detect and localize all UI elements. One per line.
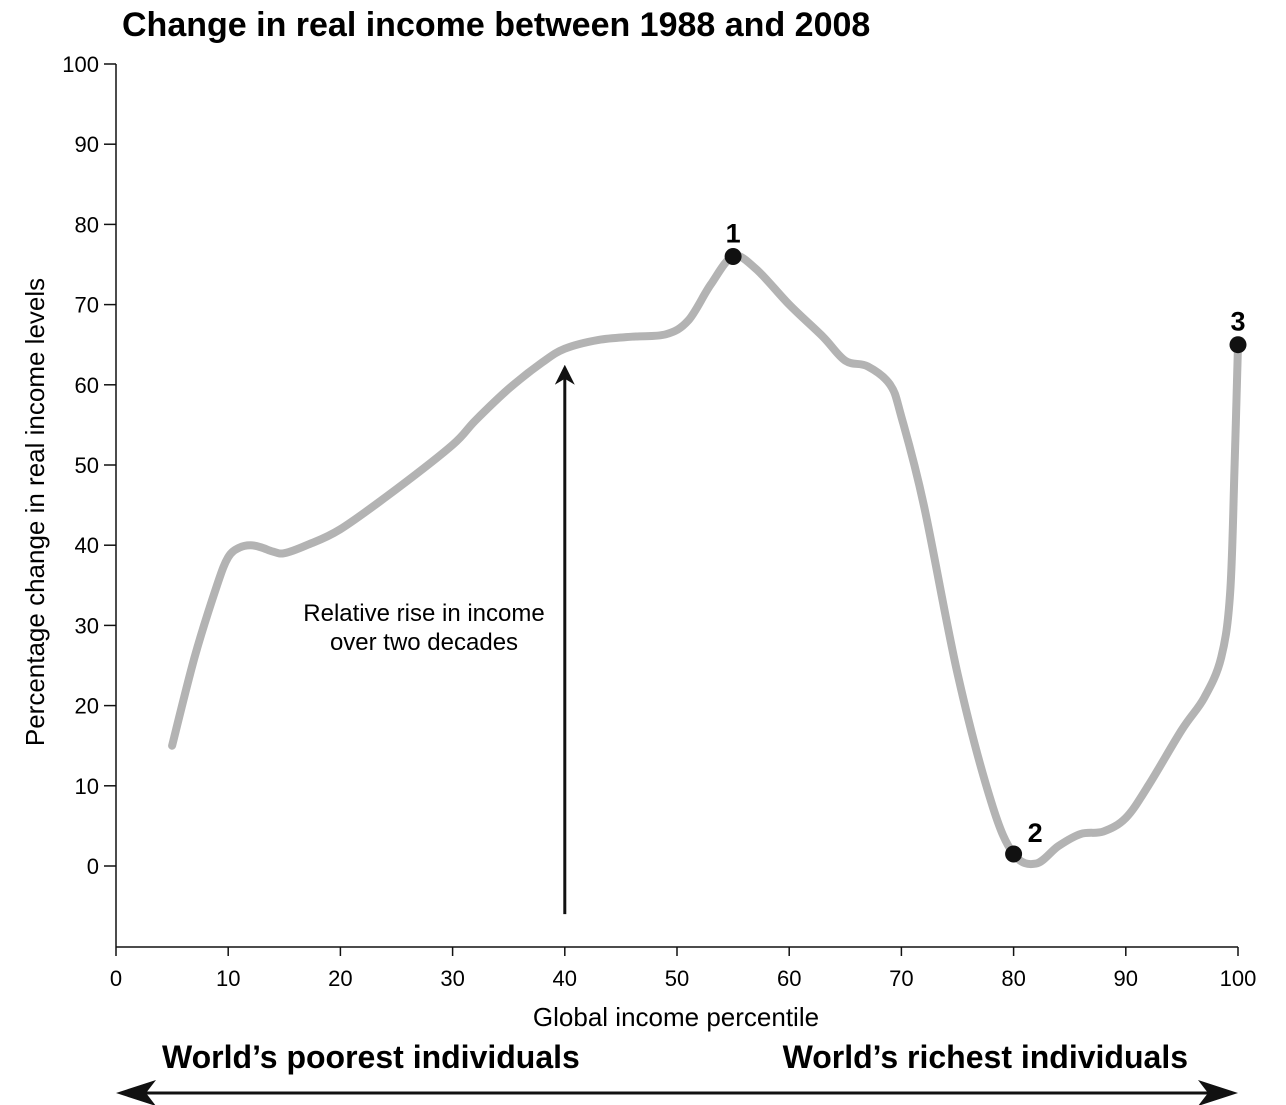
double-headed-arrow bbox=[116, 1080, 1238, 1105]
x-ticks: 0 10 20 30 40 50 60 70 80 90 100 bbox=[110, 947, 1256, 991]
x-tick-label: 40 bbox=[553, 966, 577, 991]
y-tick-label: 40 bbox=[75, 533, 99, 558]
y-tick-label: 0 bbox=[87, 854, 99, 879]
x-tick-label: 0 bbox=[110, 966, 122, 991]
x-tick-label: 10 bbox=[216, 966, 240, 991]
highlight-points: 1 2 3 bbox=[724, 218, 1247, 863]
point-3-label: 3 bbox=[1230, 307, 1245, 337]
y-tick-label: 50 bbox=[75, 453, 99, 478]
y-tick-label: 100 bbox=[62, 52, 99, 77]
x-axis-label: Global income percentile bbox=[533, 1002, 819, 1032]
x-tick-label: 70 bbox=[889, 966, 913, 991]
axes bbox=[115, 64, 1238, 948]
poorest-label: World’s poorest individuals bbox=[162, 1039, 580, 1075]
point-1-label: 1 bbox=[726, 218, 741, 248]
x-tick-label: 80 bbox=[1001, 966, 1025, 991]
x-tick-label: 90 bbox=[1114, 966, 1138, 991]
chart-title: Change in real income between 1988 and 2… bbox=[122, 6, 870, 44]
annotation-line-1: Relative rise in income bbox=[303, 600, 544, 627]
y-tick-label: 80 bbox=[75, 212, 99, 237]
y-axis-label: Percentage change in real income levels bbox=[20, 278, 50, 746]
arrow-head-left bbox=[116, 1080, 156, 1105]
y-tick-label: 10 bbox=[75, 774, 99, 799]
y-tick-label: 90 bbox=[75, 132, 99, 157]
y-tick-label: 70 bbox=[75, 293, 99, 318]
y-tick-label: 30 bbox=[75, 613, 99, 638]
point-1-marker bbox=[724, 247, 742, 265]
point-2-marker bbox=[1005, 845, 1023, 863]
point-2-label: 2 bbox=[1028, 818, 1043, 848]
x-tick-label: 50 bbox=[665, 966, 689, 991]
x-tick-label: 20 bbox=[328, 966, 352, 991]
x-tick-label: 60 bbox=[777, 966, 801, 991]
y-ticks: 0 10 20 30 40 50 60 70 80 90 100 bbox=[62, 52, 116, 879]
y-tick-label: 60 bbox=[75, 373, 99, 398]
y-tick-label: 20 bbox=[75, 694, 99, 719]
x-tick-label: 30 bbox=[440, 966, 464, 991]
arrow-head-right bbox=[1198, 1080, 1238, 1105]
point-3-marker bbox=[1229, 336, 1247, 354]
income-change-line bbox=[168, 251, 1242, 869]
x-tick-label: 100 bbox=[1220, 966, 1257, 991]
richest-label: World’s richest individuals bbox=[783, 1039, 1188, 1075]
annotation-line-2: over two decades bbox=[330, 629, 518, 656]
